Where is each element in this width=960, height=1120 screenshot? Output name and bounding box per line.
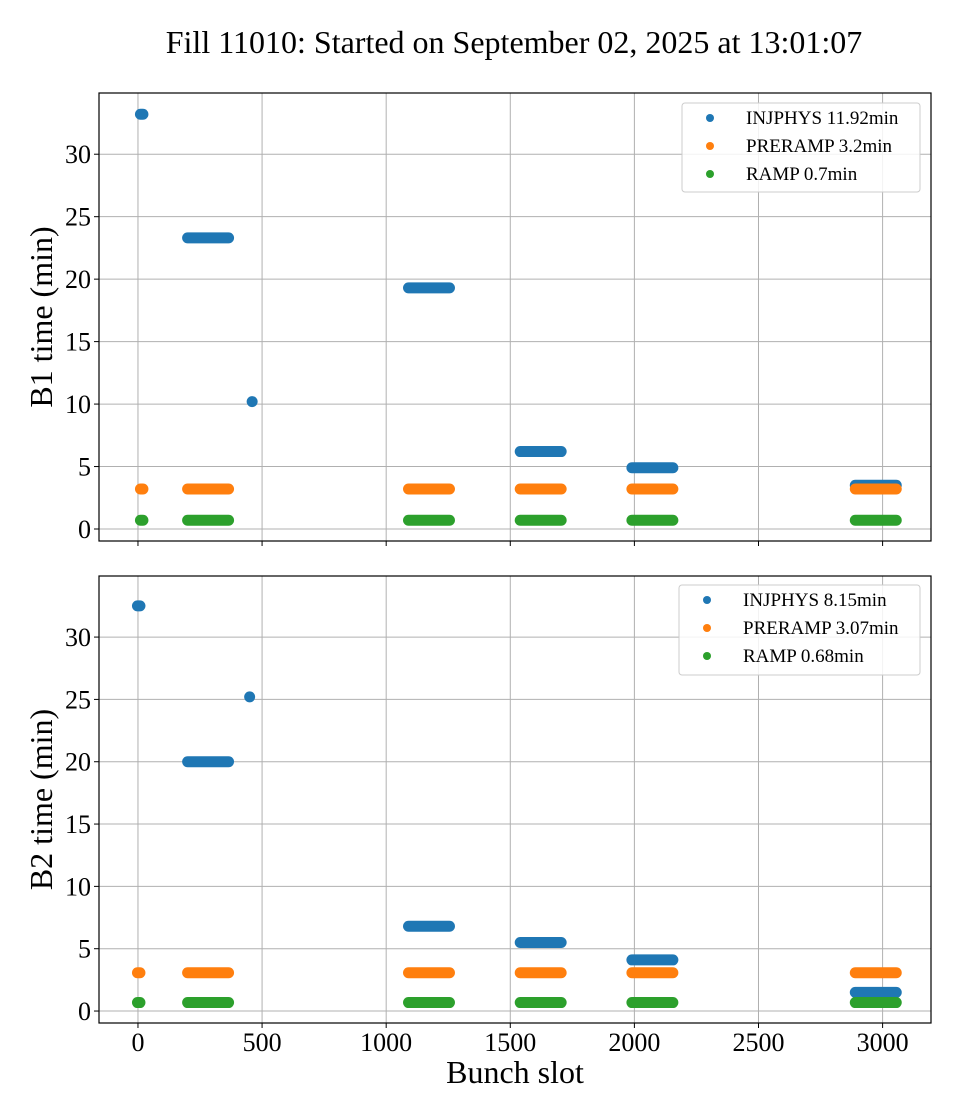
b1-preramp-points-5 [849, 483, 902, 495]
b1-preramp-points-1 [182, 483, 235, 495]
b1-ramp-points-0 [134, 514, 149, 526]
legend-label-preramp: PRERAMP 3.07min [743, 618, 899, 639]
y-tick-label: 5 [78, 453, 91, 482]
x-axis-label: Bunch slot [446, 1054, 584, 1090]
b1-ramp-points-3 [514, 514, 567, 526]
b2-legend: INJPHYS 8.15min PRERAMP 3.07min RAMP 0.68m… [678, 584, 921, 676]
x-tick-label: 2000 [608, 1028, 660, 1057]
b1-preramp-points-3 [514, 483, 567, 495]
b2-preramp-points-4 [626, 967, 679, 979]
b2-injphys-points-3 [403, 920, 455, 932]
b2-ramp-points-2 [403, 997, 455, 1009]
b2-ramp-points-1 [182, 997, 235, 1009]
chart-title: Fill 11010: Started on September 02, 202… [166, 24, 863, 60]
b1-preramp-points-0 [134, 483, 149, 495]
panel-b1: 0 5 10 15 20 25 30 B1 time (min) INJPHYS 11.92mi… [23, 92, 932, 546]
b2-injphys-points-5 [626, 954, 679, 966]
b2-y-axis-label: B2 time (min) [23, 709, 59, 890]
x-tick-label: 500 [243, 1028, 282, 1057]
legend-marker-injphys [703, 596, 711, 604]
legend-label-injphys: INJPHYS 8.15min [743, 590, 887, 611]
b1-ramp-points-4 [626, 514, 679, 526]
y-tick-label: 10 [65, 390, 91, 419]
y-tick-label: 20 [65, 748, 91, 777]
y-tick-label: 5 [78, 935, 91, 964]
x-tick-label: 0 [131, 1028, 144, 1057]
b2-ramp-points-5 [849, 997, 902, 1009]
b1-injphys-points-5 [626, 462, 679, 474]
b1-preramp-points-2 [403, 483, 455, 495]
b1-y-axis-label: B1 time (min) [23, 226, 59, 407]
legend-marker-injphys [706, 114, 714, 122]
y-tick-label: 0 [78, 997, 91, 1026]
b2-injphys-points-6 [849, 986, 902, 998]
legend-marker-ramp [703, 652, 711, 660]
legend-marker-preramp [706, 142, 714, 150]
x-tick-label: 1000 [360, 1028, 412, 1057]
legend-marker-preramp [703, 624, 711, 632]
b1-injphys-points-1 [182, 232, 235, 244]
legend-label-preramp: PRERAMP 3.2min [746, 136, 893, 157]
b2-preramp-points-1 [182, 967, 235, 979]
b2-preramp-points-2 [403, 967, 455, 979]
b2-injphys-points-4 [514, 936, 567, 948]
y-tick-label: 30 [65, 140, 91, 169]
y-tick-label: 10 [65, 872, 91, 901]
b1-ramp-points-2 [403, 514, 455, 526]
b2-preramp-points-0 [131, 967, 146, 979]
b2-injphys-points-0 [131, 600, 146, 612]
b2-injphys-points-2 [244, 691, 256, 703]
y-tick-label: 0 [78, 515, 91, 544]
y-tick-label: 30 [65, 623, 91, 652]
y-tick-label: 25 [65, 203, 91, 232]
b1-preramp-points-4 [626, 483, 679, 495]
x-tick-label: 1500 [484, 1028, 536, 1057]
b1-axes-frame [98, 92, 932, 542]
panel-b2: 0 500 1000 1500 2000 2500 3000 0 5 10 15 20 25 30 B2 t… [23, 575, 932, 1057]
b1-legend: INJPHYS 11.92min PRERAMP 3.2min RAMP 0.7mi… [681, 102, 921, 193]
x-tick-label: 2500 [732, 1028, 784, 1057]
y-tick-label: 25 [65, 685, 91, 714]
b1-injphys-points-3 [403, 282, 455, 294]
b2-ramp-points-3 [514, 997, 567, 1009]
b1-injphys-points-2 [246, 396, 258, 408]
y-tick-label: 20 [65, 265, 91, 294]
b1-ramp-points-5 [849, 514, 902, 526]
legend-marker-ramp [706, 170, 714, 178]
y-tick-label: 15 [65, 810, 91, 839]
b2-axes-frame [98, 575, 932, 1024]
b2-injphys-points-1 [182, 756, 235, 768]
b2-ramp-points-0 [131, 997, 146, 1009]
y-tick-label: 15 [65, 328, 91, 357]
legend-label-ramp: RAMP 0.68min [743, 646, 864, 667]
b1-injphys-points-0 [134, 108, 149, 120]
legend-label-injphys: INJPHYS 11.92min [746, 108, 899, 129]
b2-ramp-points-4 [626, 997, 679, 1009]
legend-label-ramp: RAMP 0.7min [746, 164, 858, 185]
b1-ramp-points-1 [182, 514, 235, 526]
b2-preramp-points-5 [849, 967, 902, 979]
b2-preramp-points-3 [514, 967, 567, 979]
b1-injphys-points-4 [514, 446, 567, 458]
x-tick-label: 3000 [857, 1028, 909, 1057]
